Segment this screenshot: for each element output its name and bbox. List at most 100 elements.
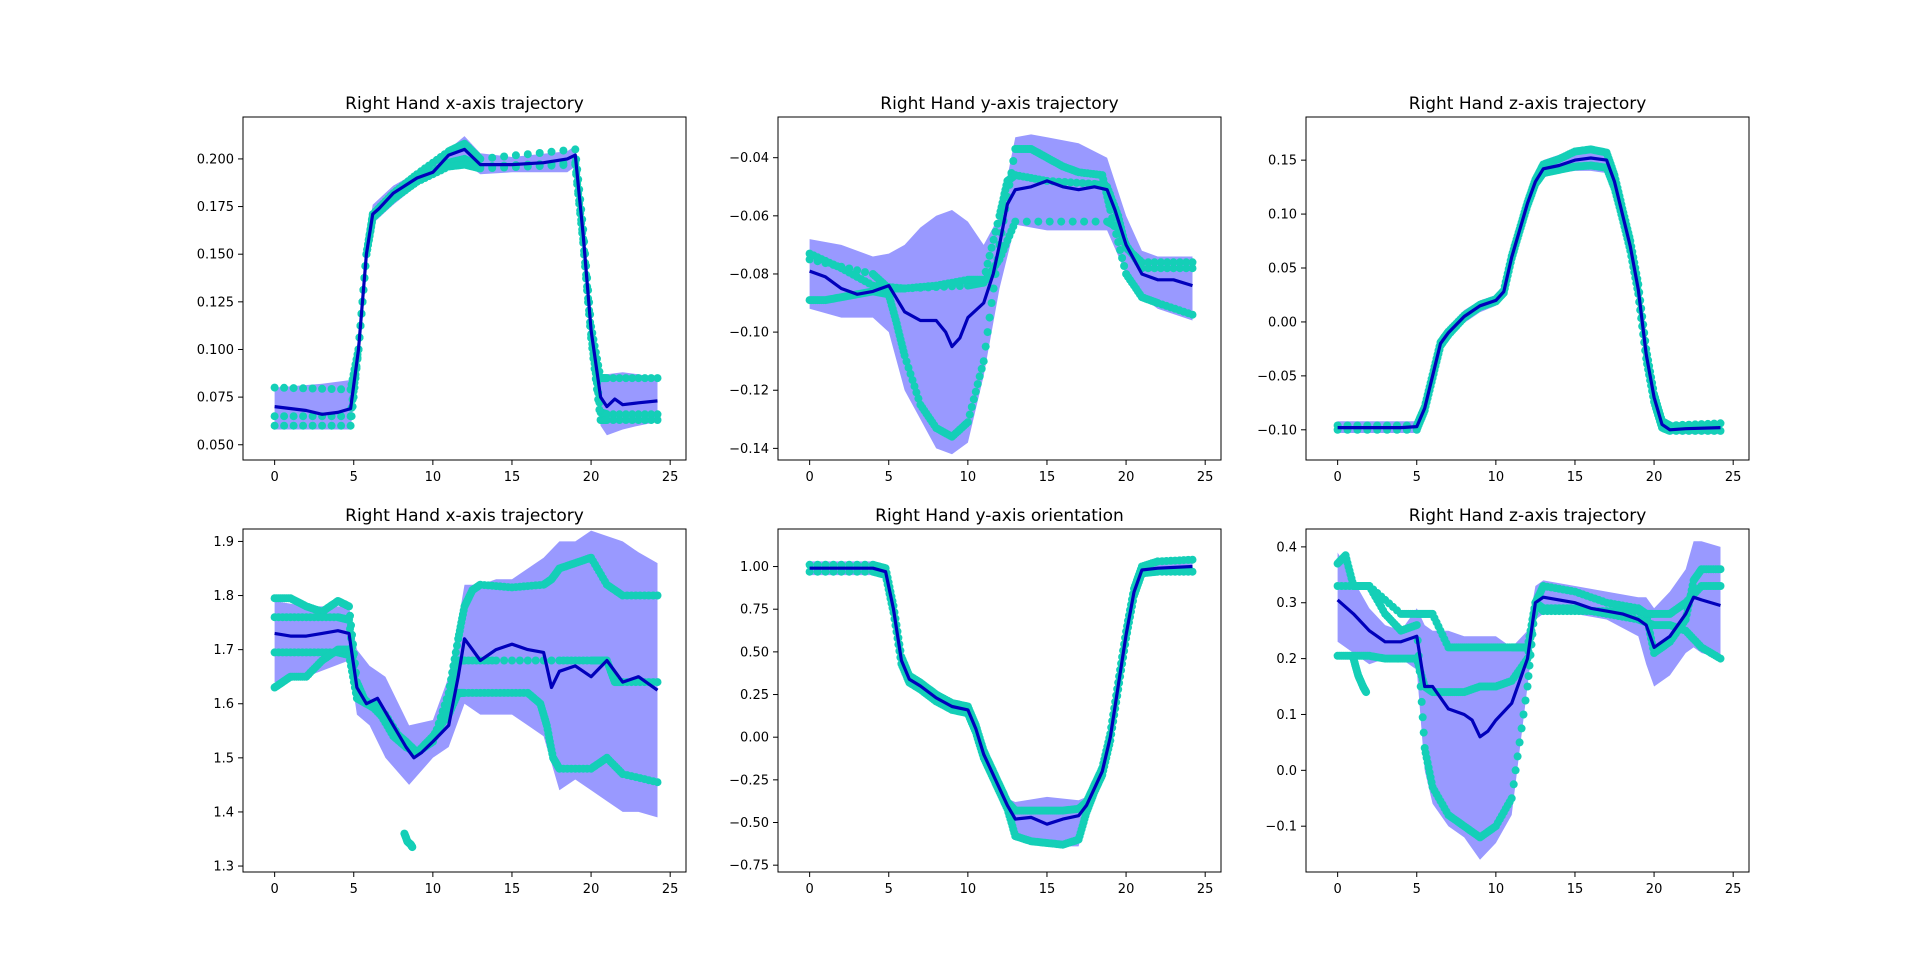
subplot-6: Right Hand z-axis trajectory 0 5 10 15 20 25 −… (1265, 506, 1750, 897)
demo-point (1118, 254, 1127, 262)
x-tick-label: 5 (350, 470, 358, 485)
x-tick-label: 20 (1646, 470, 1663, 485)
demo-point (640, 416, 649, 424)
demo-point (975, 372, 984, 381)
demo-point (1703, 419, 1712, 428)
demo-point (1150, 258, 1159, 267)
y-tick-label: −0.1 (1265, 820, 1297, 835)
x-tick-label: 25 (1197, 470, 1214, 485)
demo-point (327, 421, 336, 430)
demo-point (1169, 258, 1178, 267)
x-tick-label: 20 (1646, 882, 1663, 897)
demo-point (1511, 766, 1520, 775)
demo-point (408, 843, 417, 852)
y-tick-label: 0.4 (1276, 540, 1297, 555)
demo-point (640, 374, 649, 383)
demo-point (1150, 264, 1159, 273)
y-tick-label: 0.0 (1276, 764, 1297, 779)
demo-point (451, 648, 460, 657)
demo-point (1523, 682, 1532, 691)
demo-point (621, 416, 630, 424)
demo-point (523, 150, 532, 159)
demo-point (1716, 654, 1725, 663)
x-tick-label: 5 (350, 882, 358, 897)
demo-point (1684, 420, 1693, 429)
demo-point (280, 383, 289, 392)
demo-point (280, 421, 289, 430)
axes-frame (1305, 528, 1750, 873)
demo-point (981, 342, 990, 351)
demo-point (1513, 752, 1522, 761)
y-tick-label: −0.14 (729, 442, 769, 457)
y-tick-label: 0.1 (1276, 708, 1297, 723)
demo-point (914, 394, 923, 403)
y-tick-label: −0.10 (1257, 423, 1297, 438)
y-tick-label: −0.75 (729, 859, 769, 874)
subplot-5: Right Hand y-axis orientation 0 5 10 15 20 25… (729, 506, 1222, 897)
demo-point (1009, 157, 1018, 165)
demo-point (963, 418, 972, 427)
demo-point (559, 161, 568, 170)
demo-point (327, 385, 336, 393)
y-tick-label: 1.4 (213, 805, 234, 820)
x-tick-label: 0 (271, 882, 279, 897)
demo-point (615, 374, 624, 383)
demo-point (318, 384, 327, 393)
demo-point (1078, 179, 1087, 188)
demo-point (347, 412, 356, 421)
demo-point (345, 602, 353, 611)
x-tick-label: 10 (960, 882, 977, 897)
demo-point (511, 151, 520, 160)
demo-point (346, 625, 354, 633)
mean-line (809, 179, 1193, 349)
subplot-2: Right Hand y-axis trajectory 0 5 10 15 20 25 −… (729, 94, 1222, 485)
x-tick-label: 5 (885, 470, 893, 485)
y-tick-label: 0.10 (1268, 208, 1297, 223)
demo-point (991, 227, 1000, 236)
demo-point (299, 412, 308, 421)
x-tick-label: 0 (806, 470, 814, 485)
demo-point (653, 374, 662, 383)
demo-point (1716, 419, 1725, 428)
demo-point (1417, 697, 1426, 706)
y-tick-label: 0.05 (1268, 262, 1297, 277)
demo-point (904, 363, 913, 372)
demo-point (308, 384, 317, 393)
demo-point (488, 153, 497, 162)
demo-point (1091, 217, 1100, 226)
demo-point (270, 383, 279, 392)
subplot-3: Right Hand z-axis trajectory 0 5 10 15 20 25 −… (1257, 94, 1750, 485)
subplot-title: Right Hand x-axis trajectory (345, 94, 584, 114)
demo-point (602, 416, 611, 424)
demo-point (1188, 555, 1197, 564)
demo-point (621, 374, 630, 383)
y-tick-label: 0.075 (197, 391, 234, 406)
demo-point (908, 376, 917, 385)
demo-point (1120, 262, 1129, 270)
x-tick-label: 20 (1118, 882, 1135, 897)
demo-series-4 (1349, 654, 1371, 697)
demo-point (653, 591, 662, 600)
demo-point (640, 410, 649, 419)
axes-frame (242, 116, 687, 461)
demo-point (535, 149, 544, 157)
demo-point (1515, 738, 1524, 747)
axes-frame (242, 528, 687, 873)
demo-point (1691, 420, 1700, 429)
x-tick-label: 15 (504, 882, 521, 897)
y-tick-label: 0.75 (740, 603, 769, 618)
demo-series-2 (805, 567, 1197, 849)
y-tick-label: −0.50 (729, 816, 769, 831)
demo-point (270, 421, 279, 430)
demo-series-1 (1333, 145, 1725, 430)
demo-series-5 (400, 829, 417, 852)
x-tick-label: 10 (425, 470, 442, 485)
demo-point (1163, 264, 1172, 273)
demo-point (1034, 217, 1043, 226)
y-tick-label: 0.100 (197, 343, 234, 358)
mean-line (809, 564, 1193, 826)
demo-point (1672, 421, 1681, 430)
demo-point (1182, 264, 1191, 273)
demo-point (985, 313, 994, 322)
demo-point (965, 410, 974, 419)
